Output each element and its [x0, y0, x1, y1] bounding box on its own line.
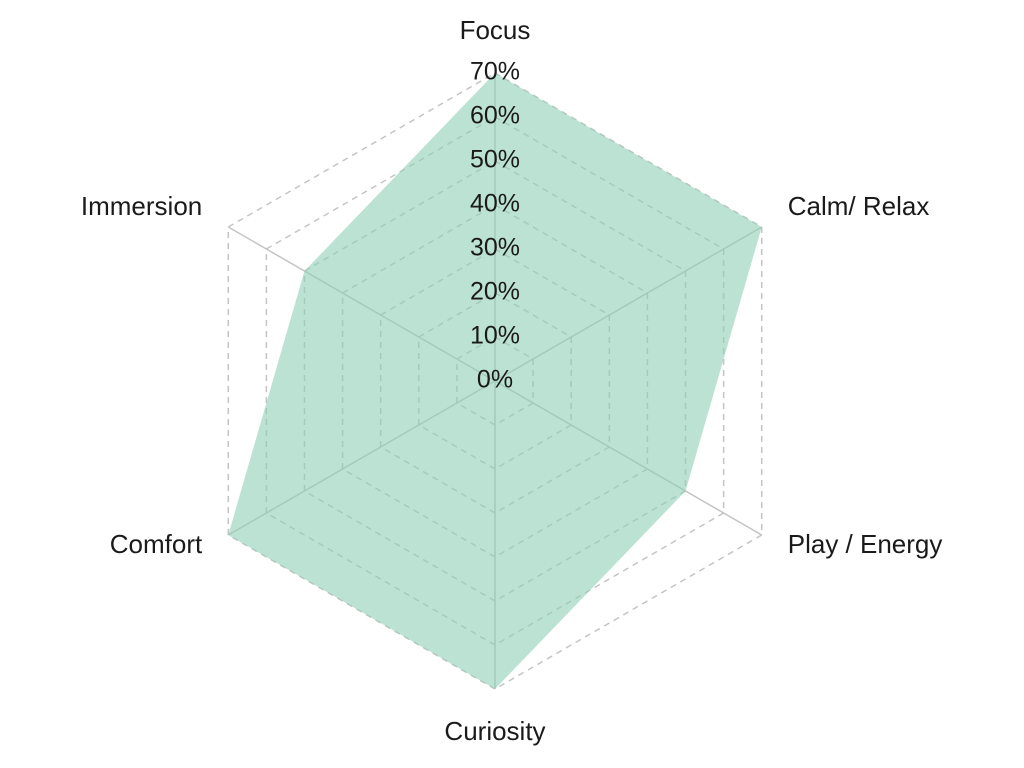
- r-tick-label: 70%: [470, 58, 520, 86]
- category-label: Calm/ Relax: [788, 191, 930, 221]
- r-tick-label: 40%: [470, 190, 520, 218]
- category-label: Comfort: [110, 529, 203, 559]
- r-tick-label: 50%: [470, 146, 520, 174]
- category-label: Focus: [460, 15, 531, 45]
- category-label: Curiosity: [444, 716, 545, 746]
- r-tick-label: 0%: [477, 366, 513, 394]
- r-tick-label: 10%: [470, 322, 520, 350]
- r-tick-label: 30%: [470, 234, 520, 262]
- data-area: [228, 73, 762, 689]
- category-label: Immersion: [81, 191, 202, 221]
- r-tick-label: 20%: [470, 278, 520, 306]
- category-label: Play / Energy: [788, 529, 943, 559]
- r-tick-label: 60%: [470, 102, 520, 130]
